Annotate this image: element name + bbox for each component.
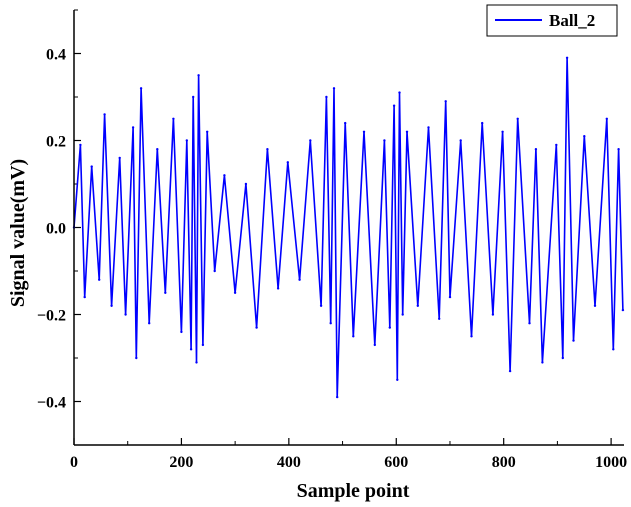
data-point: [319, 304, 323, 307]
data-point: [362, 130, 366, 133]
data-point: [396, 378, 399, 381]
data-point: [90, 165, 93, 168]
x-tick-label: 200: [169, 454, 193, 471]
data-point: [206, 130, 209, 133]
data-point: [555, 143, 558, 147]
legend: Ball_2: [486, 4, 618, 37]
data-point: [185, 139, 188, 142]
plot-area: [72, 56, 625, 399]
data-point: [383, 139, 386, 142]
x-tick-label: 800: [492, 454, 516, 471]
data-point: [508, 369, 512, 373]
data-point: [197, 74, 200, 77]
data-point: [516, 117, 519, 121]
data-point: [470, 335, 473, 338]
data-point: [213, 269, 216, 273]
data-point: [164, 291, 167, 294]
data-point: [528, 322, 531, 325]
data-point: [405, 130, 409, 133]
axis-ticks: 0 200 400 600 800 1000 −0.4 −0.2 0.0 0.2 0.4: [37, 9, 627, 471]
data-point: [491, 313, 495, 316]
data-point: [223, 174, 226, 177]
data-point: [131, 126, 135, 129]
data-point: [336, 395, 339, 399]
data-point: [103, 113, 106, 116]
data-point: [352, 335, 355, 338]
data-point: [124, 313, 127, 316]
x-tick-label: 600: [384, 454, 408, 471]
data-point: [427, 126, 430, 129]
legend-label: Ball_2: [549, 11, 595, 30]
data-point: [148, 322, 151, 325]
data-point: [266, 148, 269, 151]
data-point: [344, 121, 347, 125]
data-point: [621, 308, 625, 312]
data-point: [329, 322, 332, 325]
data-point: [561, 356, 564, 360]
data-point: [110, 304, 113, 307]
data-point: [459, 139, 462, 142]
data-point: [398, 91, 401, 94]
data-point: [416, 304, 419, 307]
data-point: [201, 343, 205, 347]
data-point: [298, 278, 301, 281]
x-tick-label: 400: [277, 454, 301, 471]
data-point: [565, 56, 569, 59]
data-point: [583, 135, 586, 138]
data-point: [612, 348, 615, 351]
data-point: [605, 117, 608, 121]
data-point: [195, 361, 198, 364]
data-point: [617, 148, 620, 151]
x-tick-label: 1000: [595, 454, 627, 471]
data-point: [172, 117, 175, 121]
data-point: [118, 156, 121, 160]
data-point: [276, 287, 280, 290]
data-point: [401, 313, 404, 316]
data-point: [332, 87, 336, 90]
data-point: [541, 361, 544, 364]
data-point: [388, 326, 391, 329]
y-axis-title: Signal value(mV): [7, 159, 29, 307]
data-point: [501, 130, 504, 133]
data-point: [233, 291, 237, 294]
data-point: [593, 304, 597, 307]
data-point: [192, 95, 195, 99]
data-point: [325, 95, 328, 99]
axes: [73, 10, 624, 446]
data-point: [79, 143, 82, 147]
y-tick-label: 0.2: [46, 134, 66, 151]
data-point: [180, 330, 183, 334]
series-line: [73, 56, 624, 398]
data-point: [135, 356, 138, 360]
data-point: [286, 161, 289, 164]
y-tick-label: 0.0: [46, 221, 66, 238]
data-point: [98, 278, 101, 281]
data-point: [189, 348, 193, 351]
data-point: [139, 87, 143, 90]
x-tick-label: 0: [70, 454, 78, 471]
data-point: [438, 317, 441, 320]
data-point: [534, 148, 538, 151]
y-tick-label: −0.4: [37, 395, 66, 412]
data-point: [392, 104, 396, 107]
data-point: [373, 343, 376, 347]
data-point: [448, 295, 452, 299]
data-point: [481, 121, 484, 125]
x-axis-title: Sample point: [297, 480, 410, 502]
data-point: [83, 295, 86, 299]
data-point: [444, 100, 447, 103]
y-tick-label: 0.4: [46, 47, 66, 64]
y-tick-label: −0.2: [37, 308, 66, 325]
data-point: [255, 326, 258, 329]
data-point: [572, 339, 575, 342]
data-point: [309, 139, 312, 142]
data-point: [244, 182, 248, 186]
data-point: [156, 148, 159, 151]
